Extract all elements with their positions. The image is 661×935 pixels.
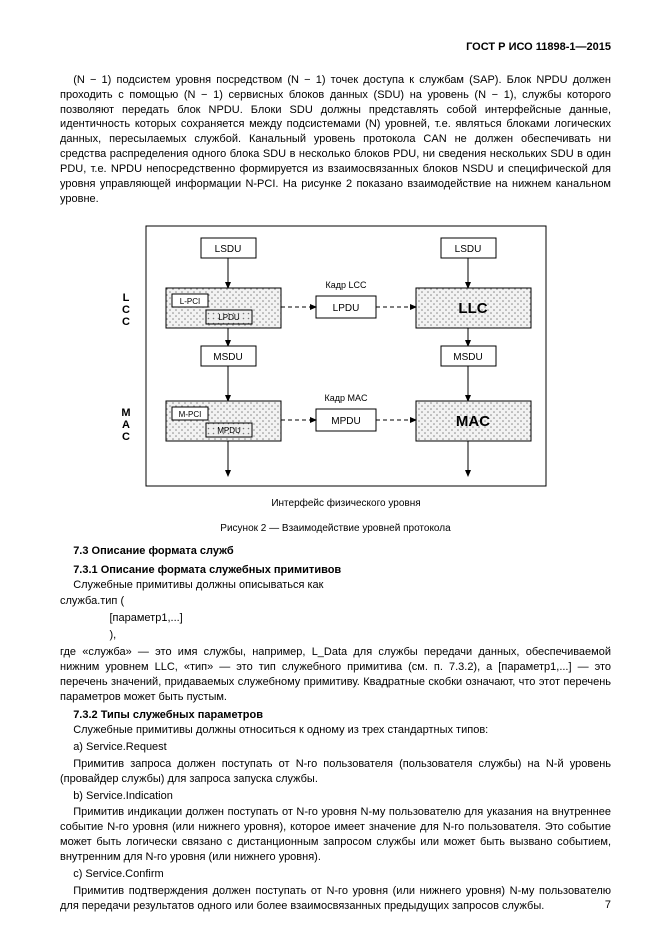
svg-text:Кадр MAC: Кадр MAC (324, 393, 368, 403)
svg-text:Кадр LCC: Кадр LCC (325, 280, 367, 290)
svg-text:MSDU: MSDU (453, 352, 482, 363)
p-731a: Служебные примитивы должны описываться к… (60, 578, 611, 593)
p-732e: Примитив индикации должен поступать от N… (60, 805, 611, 864)
svg-text:C: C (122, 304, 130, 316)
svg-text:LLC: LLC (458, 300, 487, 317)
svg-text:LPDU: LPDU (218, 313, 240, 322)
figure-caption: Рисунок 2 — Взаимодействие уровней прото… (60, 522, 611, 536)
p-732b: a) Service.Request (60, 740, 611, 755)
svg-text:MPDU: MPDU (331, 416, 360, 427)
svg-text:LSDU: LSDU (214, 244, 241, 255)
diagram-svg: L C C M A C LSDU LSDU L-PCI LPDU LLC (106, 216, 566, 516)
heading-7-3-1: 7.3.1 Описание формата служебных примити… (60, 563, 611, 578)
p-731c: [параметр1,...] (110, 611, 612, 626)
svg-text:M-PCI: M-PCI (178, 410, 201, 419)
svg-text:L-PCI: L-PCI (179, 297, 199, 306)
svg-text:Интерфейс физического уровня: Интерфейс физического уровня (271, 497, 420, 509)
heading-7-3-2: 7.3.2 Типы служебных параметров (60, 708, 611, 723)
p-731e: где «служба» — это имя службы, например,… (60, 645, 611, 704)
svg-text:LSDU: LSDU (454, 244, 481, 255)
figure-2: L C C M A C LSDU LSDU L-PCI LPDU LLC (60, 216, 611, 536)
page-number: 7 (605, 898, 611, 913)
p-732g: Примитив подтверждения должен поступать … (60, 884, 611, 914)
p-731b: служба.тип ( (60, 594, 611, 609)
page: ГОСТ Р ИСО 11898-1—2015 (N − 1) подсисте… (0, 0, 661, 935)
svg-text:MPDU: MPDU (217, 426, 241, 435)
p-732f: c) Service.Confirm (60, 867, 611, 882)
svg-text:C: C (122, 431, 130, 443)
p-731d: ), (110, 628, 612, 643)
p-732d: b) Service.Indication (60, 789, 611, 804)
svg-text:A: A (122, 419, 130, 431)
svg-text:MAC: MAC (455, 413, 489, 430)
svg-text:M: M (121, 407, 130, 419)
doc-header: ГОСТ Р ИСО 11898-1—2015 (60, 40, 611, 55)
p-732c: Примитив запроса должен поступать от N-г… (60, 757, 611, 787)
svg-text:L: L (122, 292, 129, 304)
intro-paragraph: (N − 1) подсистем уровня посредством (N … (60, 73, 611, 207)
svg-text:C: C (122, 316, 130, 328)
heading-7-3: 7.3 Описание формата служб (60, 544, 611, 559)
svg-text:MSDU: MSDU (213, 352, 242, 363)
p-732a: Служебные примитивы должны относиться к … (60, 723, 611, 738)
svg-text:LPDU: LPDU (332, 303, 359, 314)
